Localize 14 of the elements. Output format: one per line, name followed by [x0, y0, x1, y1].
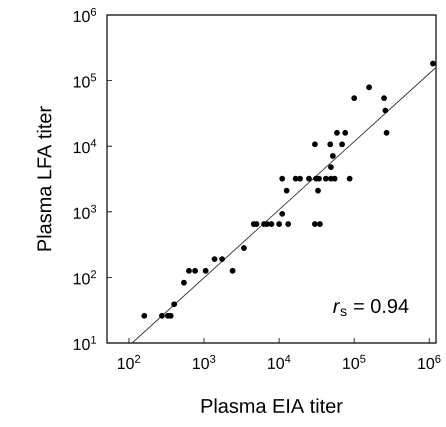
y-tick-label: 10$^{2}$ [74, 270, 96, 284]
y-tick-label: 10$^{3}$ [74, 204, 96, 219]
x-tick-label: 10$^{5}$ [343, 354, 366, 369]
y-tick-label: 10$^{4}$ [74, 139, 96, 154]
annotation: r$_{s}$ = 0.94 [333, 298, 408, 316]
x-tick-label: 10$^{2}$ [118, 354, 140, 370]
y-tick-label: 10$^{6}$ [74, 8, 96, 22]
x-axis-title: Plasma EIA titer [202, 398, 343, 413]
x-tick-label: 10$^{4}$ [268, 354, 290, 369]
y-axis-title: Plasma LFA titer [36, 106, 52, 250]
x-tick-label: 10$^{3}$ [193, 354, 216, 370]
y-tick-label: 10$^{5}$ [74, 74, 96, 88]
x-tick-label: 10$^{6}$ [418, 354, 440, 370]
y-tick-label: 10$^{1}$ [74, 336, 96, 350]
